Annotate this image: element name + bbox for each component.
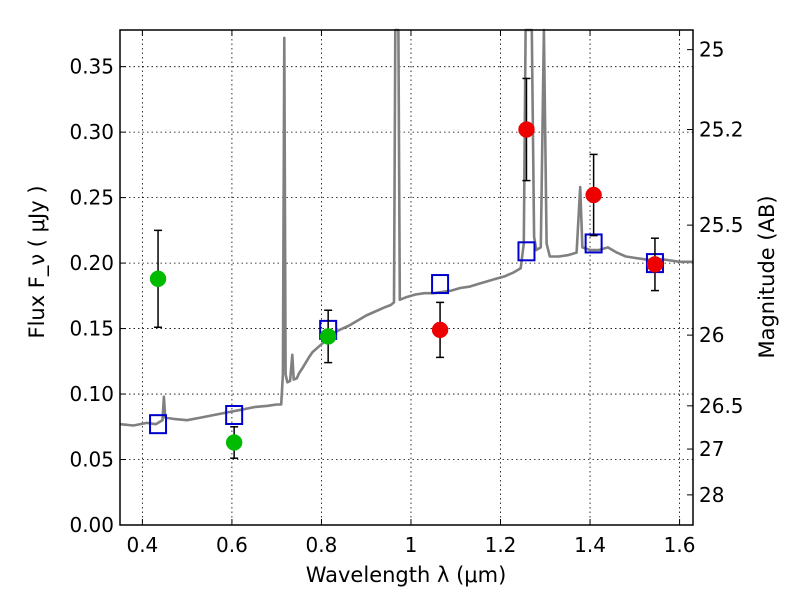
y-tick-label: 0.10 [69, 382, 114, 406]
green-data-point [150, 271, 166, 287]
x-tick-label: 0.4 [126, 533, 158, 557]
y-axis-label: Flux F_ν ( μJy ) [25, 185, 50, 338]
y-axis-right-label: Magnitude (AB) [755, 195, 779, 358]
right-tick-label: 26.5 [699, 394, 744, 418]
red-data-point [647, 256, 663, 272]
y-tick-label: 0.20 [69, 251, 114, 275]
x-tick-label: 0.8 [306, 533, 338, 557]
right-tick-label: 25.5 [699, 213, 744, 237]
y-tick-label: 0.05 [69, 448, 114, 472]
right-tick-label: 27 [699, 437, 724, 461]
y-tick-label: 0.35 [69, 55, 114, 79]
y-tick-label: 0.00 [69, 513, 114, 537]
plot-area [120, 30, 693, 525]
right-tick-label: 25 [699, 38, 724, 62]
flux-chart: 0.4 0.6 0.8 1 1.2 1.4 1.6 0.00 0.05 0.10 0.15 0.20 0… [0, 0, 800, 600]
y-tick-label: 0.30 [69, 120, 114, 144]
x-tick-label: 1.6 [664, 533, 696, 557]
green-data-point [226, 435, 242, 451]
x-tick-label: 1.2 [485, 533, 517, 557]
y-tick-label: 0.15 [69, 317, 114, 341]
red-data-point [518, 122, 534, 138]
right-tick-label: 25.2 [699, 118, 744, 142]
red-data-point [432, 322, 448, 338]
y-tick-label: 0.25 [69, 186, 114, 210]
green-data-point [320, 328, 336, 344]
x-axis-label: Wavelength λ (μm) [306, 563, 507, 587]
x-tick-label: 0.6 [216, 533, 248, 557]
right-tick-label: 26 [699, 323, 724, 347]
x-tick-label: 1 [405, 533, 418, 557]
right-tick-label: 28 [699, 483, 724, 507]
red-data-point [586, 187, 602, 203]
x-tick-label: 1.4 [574, 533, 606, 557]
